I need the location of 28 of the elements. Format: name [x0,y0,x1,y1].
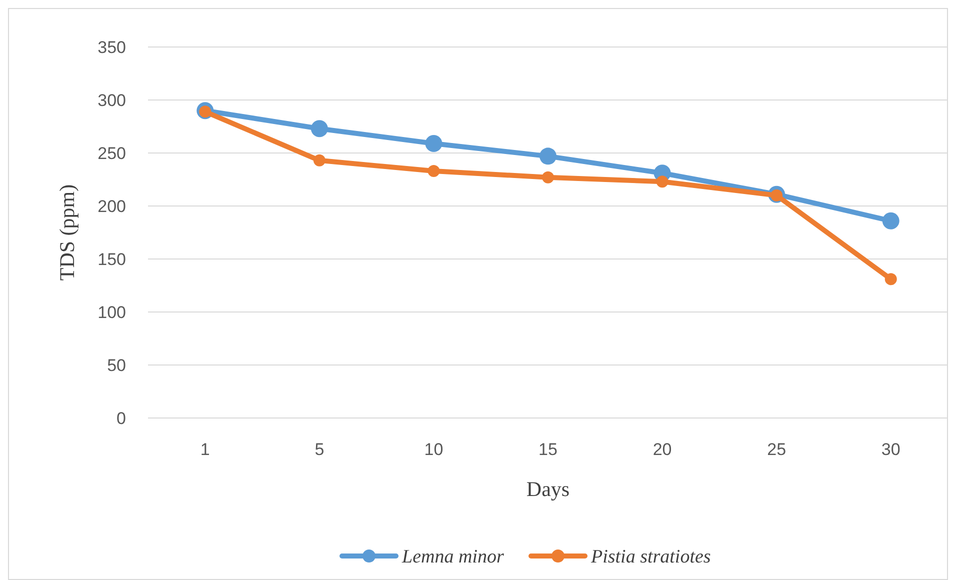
y-tick-label: 250 [98,144,126,163]
y-tick-label: 200 [98,196,126,216]
x-tick-label: 15 [538,440,558,459]
x-axis-title: Days [526,477,570,501]
point [882,212,900,230]
y-tick-label: 350 [98,38,126,57]
y-tick-label: 300 [98,90,126,110]
y-tick-label: 0 [116,408,126,428]
x-tick-label: 20 [652,440,672,459]
legend-label: Lemna minor [401,546,504,568]
x-tick-label: 30 [881,440,900,459]
y-tick-label: 150 [98,250,126,269]
point [310,120,328,138]
x-tick-label: 10 [424,440,444,459]
point [656,176,668,188]
point [884,273,897,286]
x-tick-label: 25 [767,440,786,459]
point [542,171,554,184]
point [428,165,440,178]
y-tick-label: 100 [98,302,126,322]
point [540,148,556,165]
legend-label: Pistia stratiotes [590,546,711,568]
y-tick-label: 50 [107,356,126,375]
x-tick-label: 5 [314,440,324,459]
x-tick-label: 1 [200,440,210,459]
point [313,154,326,166]
y-axis-title: TDS (ppm) [55,184,79,281]
point [425,134,442,152]
